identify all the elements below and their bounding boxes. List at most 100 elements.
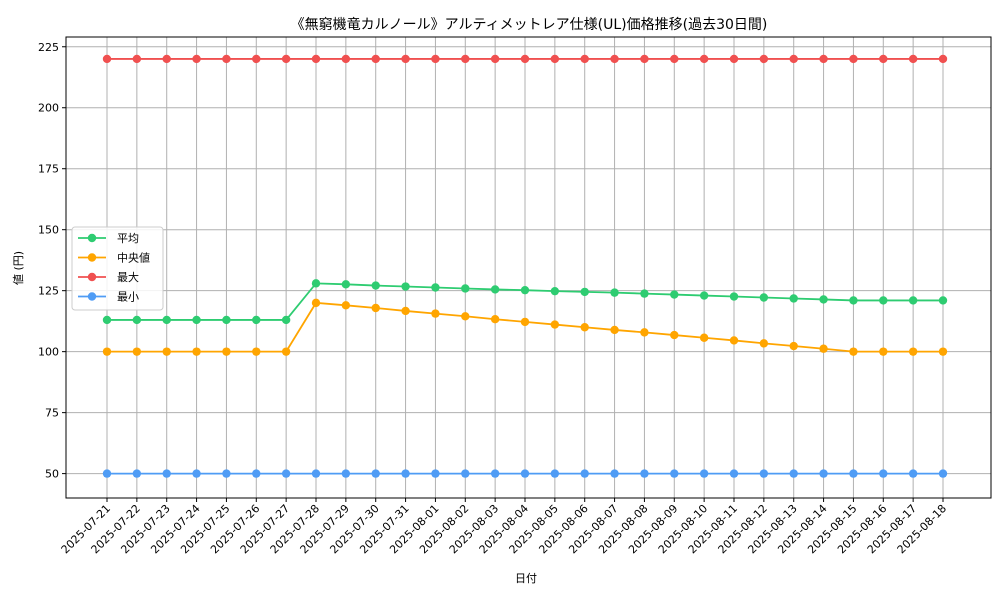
data-point bbox=[401, 306, 410, 316]
data-point bbox=[938, 347, 948, 356]
data-point bbox=[759, 469, 769, 478]
data-point bbox=[371, 469, 380, 478]
data-point bbox=[819, 344, 828, 353]
data-point bbox=[849, 296, 858, 305]
data-point bbox=[938, 469, 948, 478]
data-point bbox=[759, 293, 769, 302]
data-point bbox=[252, 347, 261, 356]
data-point bbox=[550, 286, 560, 296]
data-point bbox=[550, 54, 560, 64]
data-point bbox=[580, 54, 589, 64]
data-point bbox=[729, 54, 739, 64]
data-point bbox=[879, 347, 888, 356]
y-tick-label: 200 bbox=[38, 102, 59, 115]
data-point bbox=[729, 336, 739, 345]
data-point bbox=[222, 347, 231, 356]
data-point bbox=[192, 315, 201, 325]
data-point bbox=[281, 347, 291, 356]
data-point bbox=[490, 469, 500, 478]
data-point bbox=[132, 469, 142, 478]
data-point bbox=[610, 469, 619, 478]
data-point bbox=[908, 54, 918, 64]
legend-marker bbox=[87, 292, 97, 301]
chart-title: 《無窮機竜カルノール》アルティメットレア仕様(UL)価格推移(過去30日間) bbox=[291, 16, 768, 33]
data-point bbox=[640, 469, 649, 478]
data-point bbox=[759, 339, 769, 348]
data-point bbox=[670, 469, 679, 478]
data-point bbox=[401, 54, 410, 64]
y-tick-label: 175 bbox=[38, 163, 59, 176]
y-tick-label: 225 bbox=[38, 41, 59, 54]
data-point bbox=[670, 290, 679, 299]
data-point bbox=[490, 285, 500, 294]
data-point bbox=[580, 469, 589, 478]
data-point bbox=[729, 292, 739, 301]
data-point bbox=[640, 54, 649, 64]
data-point bbox=[789, 294, 798, 303]
data-point bbox=[580, 323, 589, 332]
data-point bbox=[699, 469, 709, 478]
y-axis-label: 値 (円) bbox=[12, 251, 25, 285]
legend-marker bbox=[87, 272, 97, 282]
data-point bbox=[610, 325, 619, 335]
data-point bbox=[401, 282, 410, 291]
legend-box bbox=[71, 226, 164, 311]
data-point bbox=[879, 296, 888, 305]
data-point bbox=[849, 347, 858, 356]
data-point bbox=[699, 291, 709, 300]
plot-frame bbox=[65, 36, 992, 499]
data-point bbox=[192, 54, 201, 64]
data-point bbox=[341, 54, 351, 64]
data-point bbox=[311, 279, 321, 288]
data-point bbox=[311, 469, 321, 478]
data-point bbox=[132, 54, 142, 64]
data-point bbox=[819, 469, 828, 478]
legend-label: 最小 bbox=[117, 291, 139, 304]
data-point bbox=[252, 315, 261, 325]
legend-label: 平均 bbox=[117, 232, 139, 245]
data-point bbox=[281, 469, 291, 478]
data-point bbox=[520, 469, 530, 478]
data-point bbox=[640, 328, 649, 337]
data-point bbox=[580, 287, 589, 297]
data-point bbox=[550, 469, 560, 478]
data-point bbox=[699, 54, 709, 64]
data-point bbox=[670, 330, 679, 340]
data-point bbox=[849, 469, 858, 478]
data-point bbox=[222, 54, 231, 64]
data-point bbox=[490, 315, 500, 324]
y-tick-label: 125 bbox=[38, 285, 59, 298]
data-point bbox=[908, 296, 918, 305]
data-point bbox=[729, 469, 739, 478]
data-point bbox=[132, 347, 142, 356]
data-point bbox=[162, 315, 171, 325]
data-point bbox=[281, 315, 291, 325]
data-point bbox=[132, 315, 142, 325]
data-point bbox=[222, 469, 231, 478]
data-point bbox=[102, 315, 112, 325]
y-tick-label: 100 bbox=[38, 346, 59, 359]
data-point bbox=[341, 301, 351, 310]
data-point bbox=[311, 54, 321, 64]
data-point bbox=[490, 54, 500, 64]
data-point bbox=[640, 289, 649, 298]
data-point bbox=[550, 320, 560, 329]
data-point bbox=[789, 54, 798, 64]
x-axis-label: 日付 bbox=[515, 572, 537, 585]
legend-marker bbox=[87, 253, 97, 262]
data-point bbox=[341, 469, 351, 478]
data-point bbox=[938, 296, 948, 305]
data-point bbox=[849, 54, 858, 64]
data-point bbox=[461, 284, 470, 293]
data-point bbox=[281, 54, 291, 64]
data-point bbox=[162, 469, 171, 478]
data-point bbox=[311, 298, 321, 308]
data-point bbox=[879, 54, 888, 64]
legend-label: 最大 bbox=[117, 270, 139, 284]
x-axis-ticks: 2025-07-212025-07-222025-07-232025-07-24… bbox=[59, 498, 949, 556]
data-point bbox=[938, 54, 948, 64]
legend-marker bbox=[87, 233, 97, 243]
data-point bbox=[670, 54, 679, 64]
